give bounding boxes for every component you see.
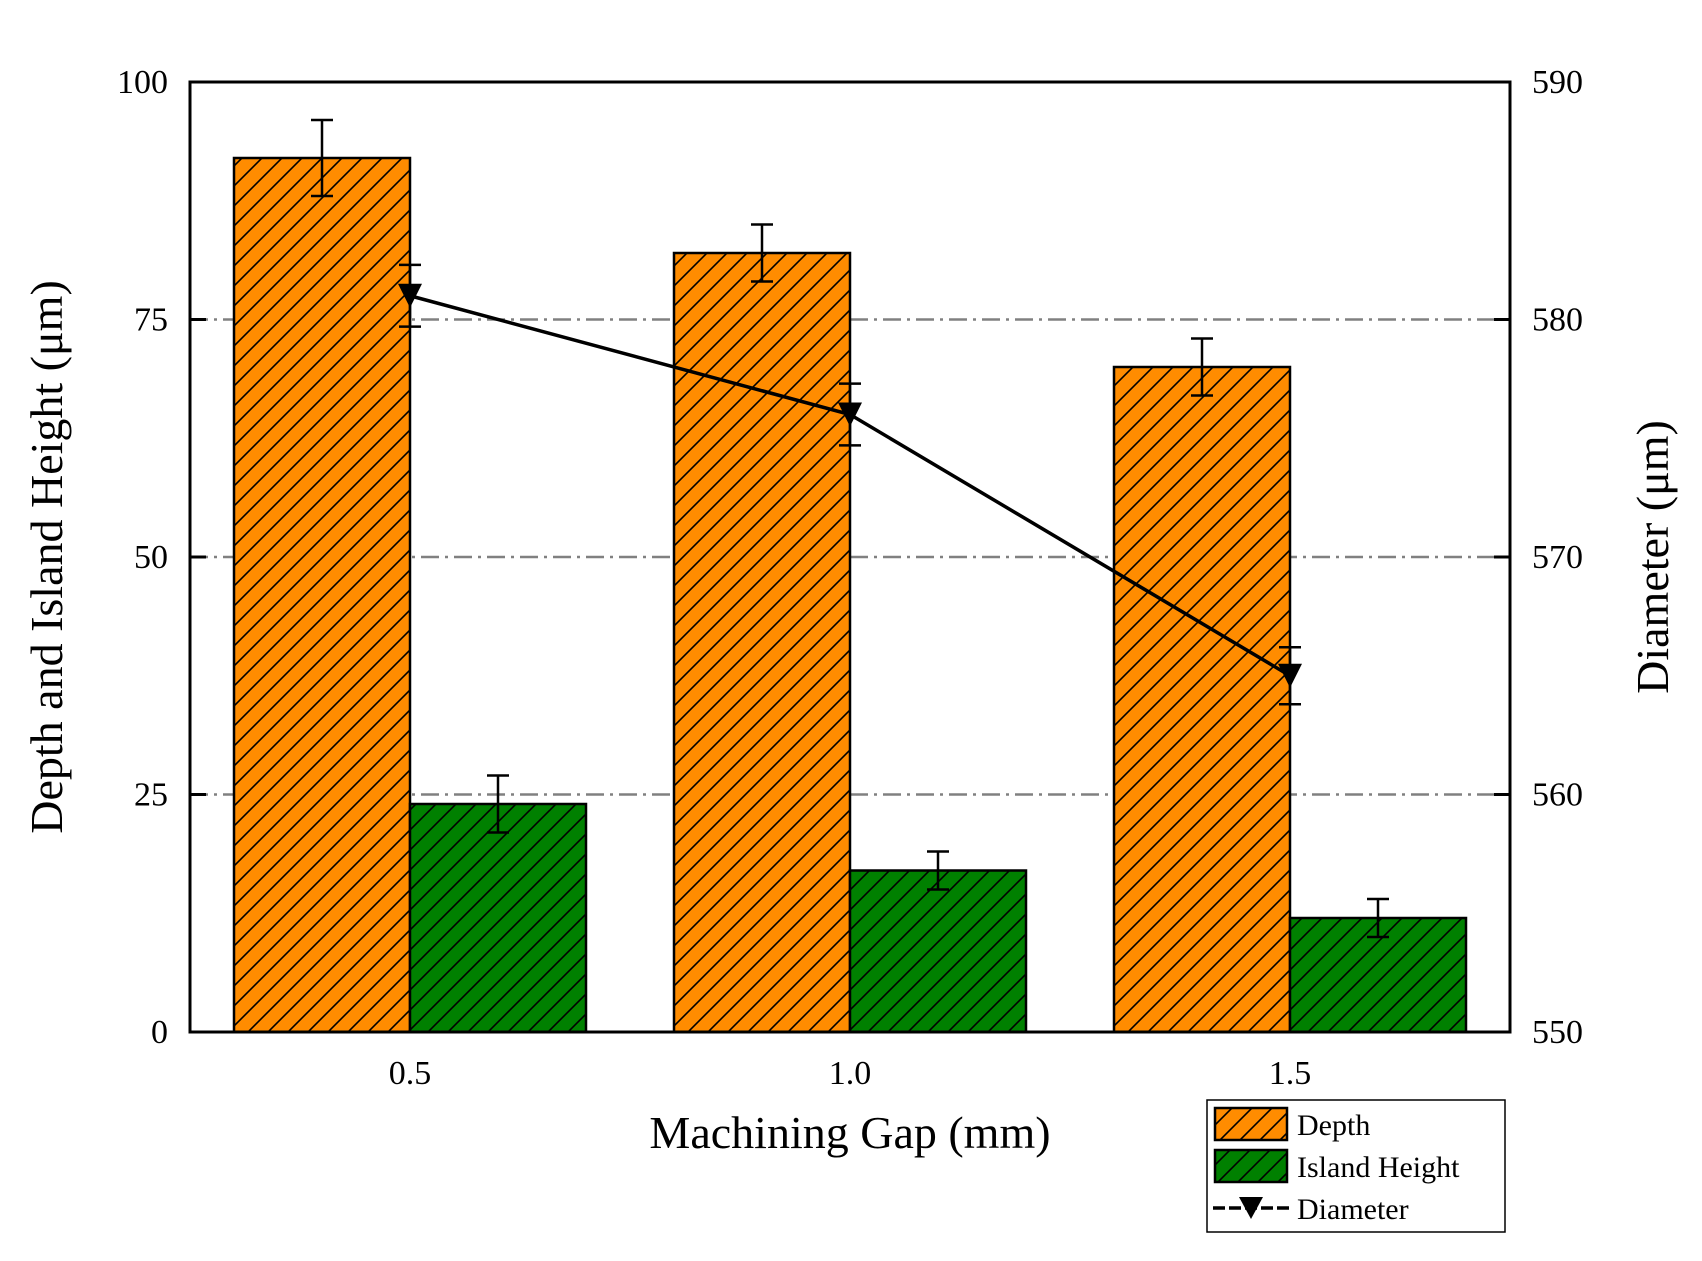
island-height-error-bar: [927, 850, 949, 891]
legend-label: Diameter: [1297, 1193, 1409, 1226]
legend-item-diameter: Diameter: [1213, 1193, 1409, 1226]
x-tick-label: 1.5: [1269, 1055, 1312, 1092]
legend-label: Depth: [1297, 1109, 1370, 1142]
legend-marker: [1239, 1197, 1263, 1219]
y2-tick-label: 590: [1532, 64, 1583, 101]
diameter-marker: [1278, 663, 1302, 688]
y-tick-label: 0: [151, 1014, 168, 1051]
depth-bar: [1112, 365, 1292, 1034]
depth-error-bar: [751, 223, 773, 283]
legend-item-depth: Depth: [1213, 1106, 1370, 1142]
diameter-line: [398, 263, 1302, 706]
depth-bar: [672, 251, 852, 1034]
x-tick-label: 1.0: [829, 1055, 872, 1092]
y-tick-label: 25: [134, 777, 168, 814]
y-tick-label: 50: [134, 539, 168, 576]
diameter-marker: [398, 283, 422, 308]
x-axis-title: Machining Gap (mm): [649, 1107, 1050, 1158]
island-height-error-bar: [487, 774, 509, 834]
y-tick-label: 100: [117, 64, 168, 101]
y-axis-title: Depth and Island Height (μm): [21, 280, 72, 834]
depth-error-bar: [1191, 337, 1213, 397]
legend: Depth Island Height Diameter: [1206, 1099, 1506, 1233]
depth-bar: [232, 156, 412, 1034]
bars: [232, 118, 1468, 1034]
legend-label: Island Height: [1297, 1151, 1460, 1184]
island-height-error-bar: [1367, 897, 1389, 939]
diameter-marker: [838, 402, 862, 427]
legend-item-island-height: Island Height: [1213, 1148, 1460, 1184]
y2-tick-label: 560: [1532, 777, 1583, 814]
island-height-bar: [848, 869, 1028, 1034]
island-height-bar: [408, 802, 588, 1034]
y2-tick-label: 550: [1532, 1014, 1583, 1051]
legend-swatch: [1213, 1148, 1289, 1184]
depth-error-bar: [311, 118, 333, 198]
x-tick-label: 0.5: [389, 1055, 432, 1092]
axes: 0 25 50 75 100 550 560 570 580 590 0.5 1.0 1.5: [117, 64, 1583, 1092]
y2-tick-label: 580: [1532, 302, 1583, 339]
y2-axis-title: Diameter (μm): [1627, 420, 1678, 694]
y-tick-label: 75: [134, 302, 168, 339]
y2-tick-label: 570: [1532, 539, 1583, 576]
legend-swatch: [1213, 1106, 1289, 1142]
